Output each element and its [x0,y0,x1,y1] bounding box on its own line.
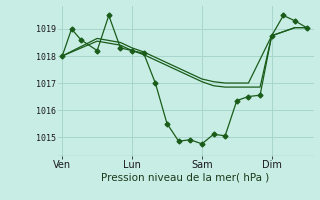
X-axis label: Pression niveau de la mer( hPa ): Pression niveau de la mer( hPa ) [101,173,270,183]
